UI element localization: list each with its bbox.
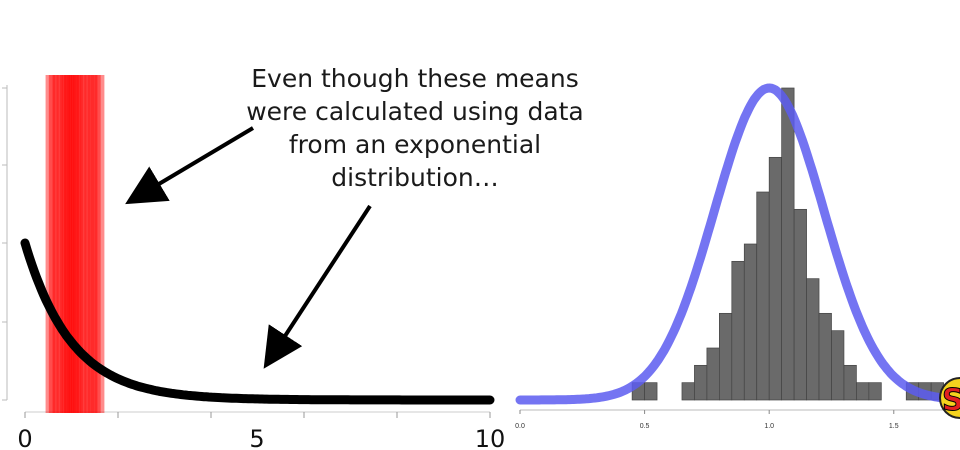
mean-marker-15 — [90, 75, 101, 413]
arrow-to-mean-bars — [125, 126, 255, 205]
mean-marker-12 — [80, 75, 91, 413]
histogram-bar-17 — [843, 364, 857, 401]
histogram-bar-4 — [681, 382, 695, 401]
histogram-bar-8 — [731, 260, 745, 401]
sample-mean-markers — [45, 75, 105, 413]
mean-marker-2 — [52, 75, 63, 413]
mean-marker-16 — [94, 75, 105, 413]
annotation-line-1: Even though these means — [251, 64, 579, 93]
right-x-tick-label-0: 0.0 — [515, 423, 525, 430]
histogram-bars — [631, 87, 944, 401]
histogram-bar-14 — [806, 278, 820, 401]
left-x-tick-label-5: 5 — [249, 425, 264, 450]
histogram-bar-6 — [706, 347, 720, 401]
logo-badge: S — [939, 377, 960, 419]
normal-curve — [515, 83, 960, 405]
mean-marker-13 — [84, 75, 95, 413]
right-x-tick-label-3: 1.5 — [889, 423, 899, 430]
histogram-bar-9 — [743, 243, 758, 401]
mean-marker-5 — [61, 75, 72, 413]
histogram-bar-13 — [793, 208, 807, 401]
right-x-tick-label-2: 1.0 — [764, 423, 774, 430]
mean-marker-6 — [64, 75, 75, 413]
annotation: Even though these means were calculated … — [125, 64, 584, 369]
histogram-plot: 0.0 0.5 1.0 1.5 — [515, 83, 960, 430]
mean-marker-9 — [71, 75, 82, 413]
left-x-tick-label-10: 10 — [475, 425, 506, 450]
logo-text: S — [942, 383, 960, 418]
mean-marker-10 — [73, 75, 84, 413]
arrow-to-exponential-curve — [263, 204, 372, 369]
mean-marker-4 — [59, 75, 70, 413]
mean-marker-7 — [66, 75, 77, 413]
histogram-bar-10 — [756, 191, 770, 401]
mean-marker-0 — [45, 75, 56, 413]
exponential-plot: 0 5 10 — [2, 75, 505, 450]
right-x-tick-label-1: 0.5 — [640, 423, 650, 430]
histogram-bar-5 — [694, 364, 708, 401]
annotation-line-2: were calculated using data — [246, 97, 584, 126]
histogram-bar-11 — [768, 156, 782, 401]
mean-marker-14 — [87, 75, 98, 413]
left-x-tick-label-0: 0 — [17, 425, 32, 450]
mean-marker-1 — [48, 75, 59, 413]
histogram-bar-18 — [856, 382, 870, 401]
exponential-density-curve — [20, 238, 495, 405]
histogram-bar-7 — [719, 312, 733, 401]
annotation-line-4: distribution… — [331, 163, 498, 192]
right-x-ticks: 0.0 0.5 1.0 1.5 — [515, 410, 899, 430]
histogram-bar-12 — [781, 87, 795, 401]
histogram-bar-16 — [831, 330, 845, 401]
left-y-ticks — [2, 87, 7, 401]
annotation-line-3: from an exponential — [289, 130, 541, 159]
mean-marker-3 — [56, 75, 67, 413]
histogram-bar-15 — [818, 312, 832, 401]
mean-marker-11 — [76, 75, 87, 413]
left-x-ticks — [24, 412, 491, 418]
histogram-bar-1 — [644, 382, 658, 401]
histogram-bar-19 — [868, 382, 882, 401]
mean-marker-8 — [68, 75, 79, 413]
